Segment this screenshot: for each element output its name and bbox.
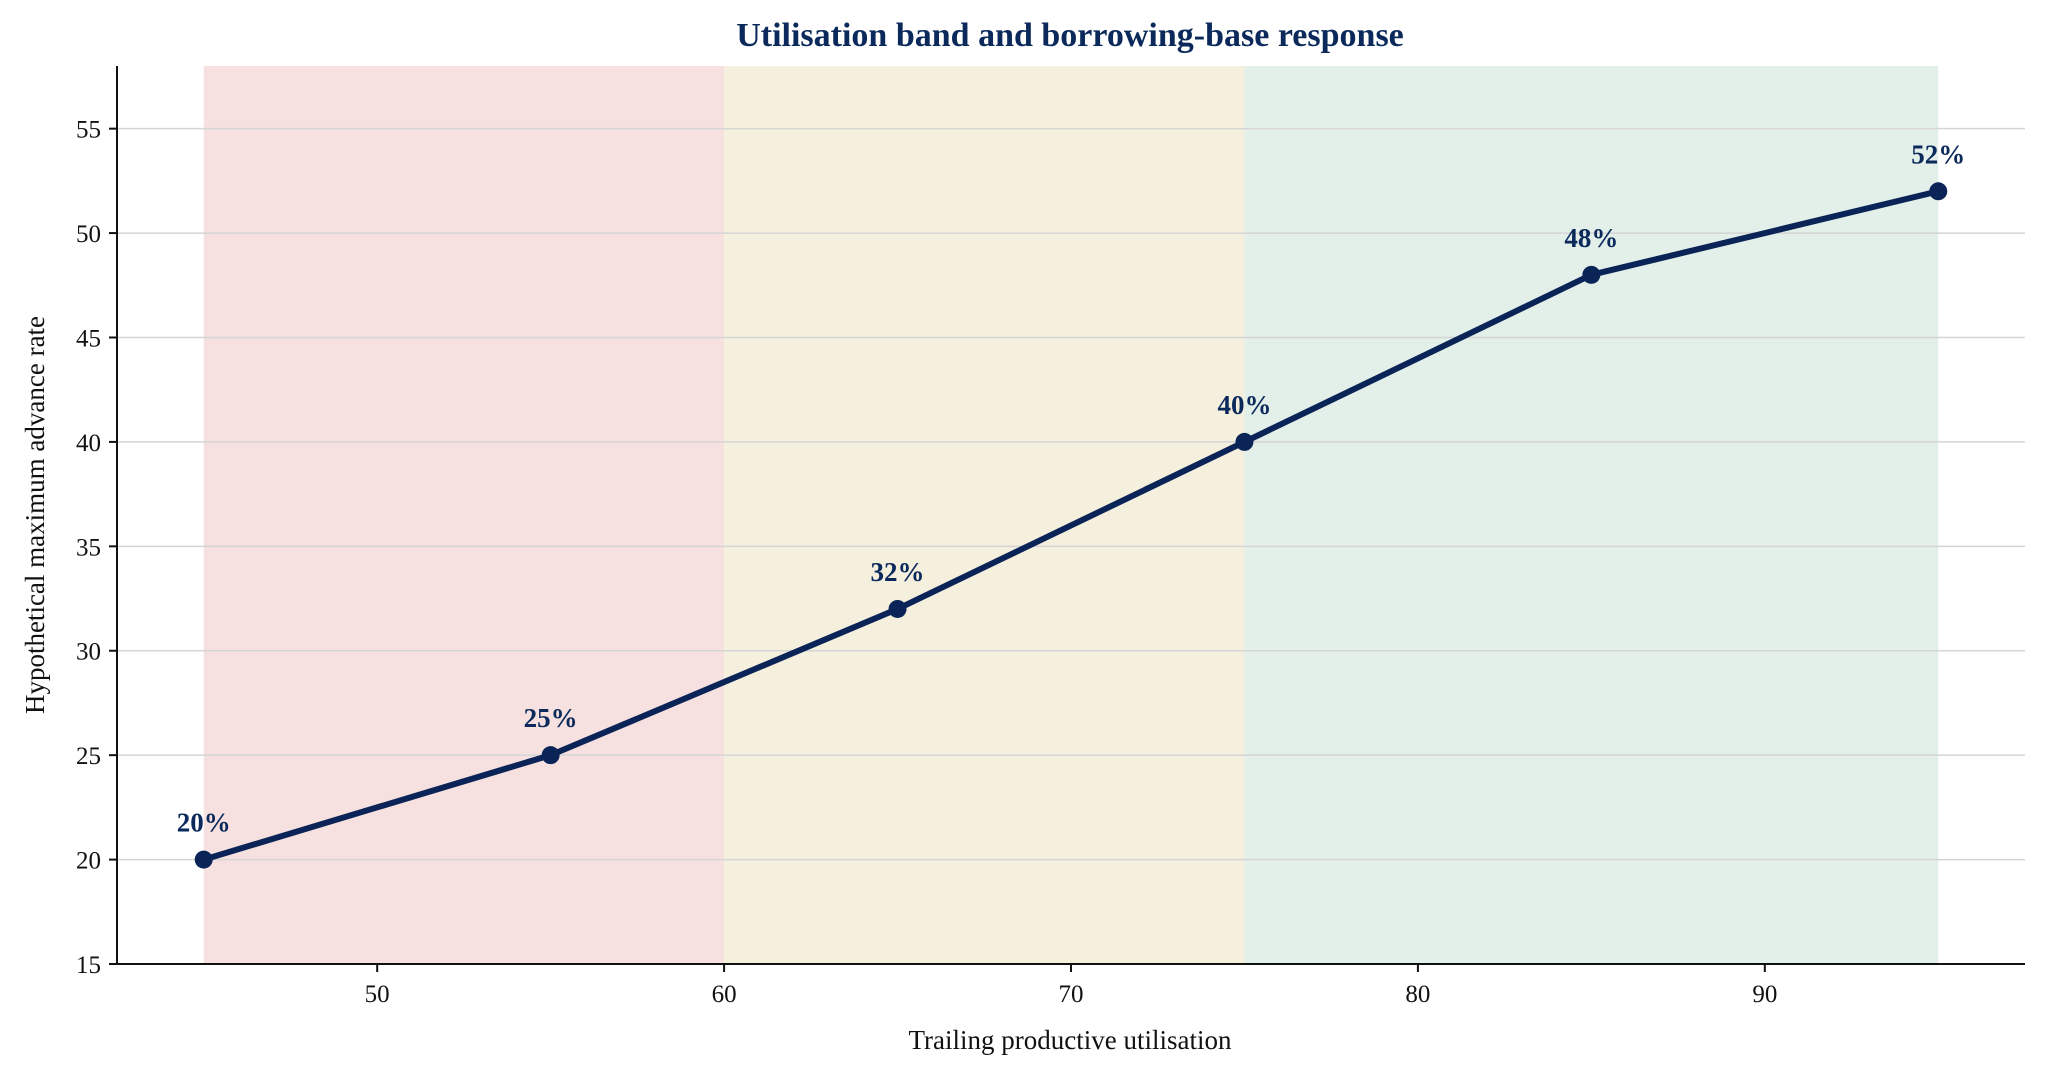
data-point-45 (194, 850, 213, 869)
y-tick-label-40: 40 (76, 430, 101, 457)
data-label-85: 48% (1564, 223, 1618, 253)
data-point-55 (541, 746, 560, 765)
band-2 (1244, 66, 1939, 964)
data-label-45: 20% (177, 808, 231, 838)
band-1 (724, 66, 1245, 964)
data-label-95: 52% (1911, 139, 1965, 169)
data-label-55: 25% (524, 703, 578, 733)
y-tick-label-30: 30 (76, 639, 101, 666)
horizontal-gridlines (117, 127, 2025, 861)
data-labels: 20% 25% 32% 40% 48% 52% (177, 139, 1966, 837)
data-point-95 (1929, 182, 1948, 201)
tick-marks: 50 60 70 80 90 15 20 25 30 35 40 45 50 55 (76, 117, 1777, 1008)
series-line-0 (200, 188, 1942, 863)
y-tick-label-50: 50 (76, 221, 101, 248)
data-label-75: 40% (1217, 390, 1271, 420)
x-tick-label-70: 70 (1059, 981, 1084, 1008)
data-series (194, 182, 1948, 869)
y-tick-label-35: 35 (76, 534, 101, 561)
y-axis-label: Hypothetical maximum advance rate (20, 316, 50, 714)
x-axis-label: Trailing productive utilisation (909, 1025, 1232, 1055)
y-tick-label-15: 15 (76, 952, 101, 979)
utilisation-bands (203, 66, 1939, 964)
y-tick-label-25: 25 (76, 743, 101, 770)
data-point-65 (888, 599, 907, 618)
x-tick-label-60: 60 (712, 981, 737, 1008)
x-tick-label-90: 90 (1752, 981, 1777, 1008)
data-label-65: 32% (871, 557, 925, 587)
y-tick-label-20: 20 (76, 848, 101, 875)
band-0 (203, 66, 725, 964)
x-tick-label-80: 80 (1405, 981, 1430, 1008)
data-point-75 (1235, 432, 1254, 451)
data-point-85 (1582, 265, 1601, 284)
y-tick-label-55: 55 (76, 117, 101, 144)
x-tick-label-50: 50 (365, 981, 390, 1008)
chart-title: Utilisation band and borrowing-base resp… (736, 17, 1404, 54)
y-tick-label-45: 45 (76, 325, 101, 352)
